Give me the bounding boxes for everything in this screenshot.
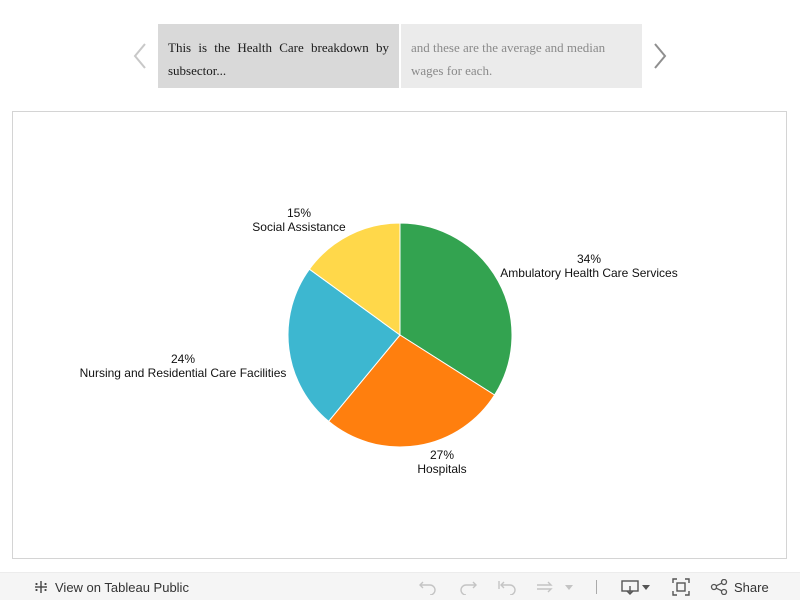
slice-category-label: Ambulatory Health Care Services bbox=[500, 266, 677, 280]
tableau-logo-icon bbox=[35, 581, 47, 593]
chevron-right-icon bbox=[654, 43, 667, 69]
download-icon bbox=[621, 580, 650, 595]
refresh-button[interactable] bbox=[535, 573, 555, 601]
story-point-current[interactable]: This is the Health Care breakdown by sub… bbox=[158, 24, 399, 88]
undo-button[interactable] bbox=[418, 573, 438, 601]
footer-toolbar: View on Tableau Public bbox=[0, 572, 800, 600]
redo-button[interactable] bbox=[458, 573, 478, 601]
slice-percent-label: 24% bbox=[171, 352, 195, 366]
view-on-tableau-public-link[interactable]: View on Tableau Public bbox=[33, 573, 189, 601]
refresh-menu-button[interactable] bbox=[564, 573, 574, 601]
pie-slice[interactable] bbox=[399, 222, 513, 396]
previous-story-point-button[interactable] bbox=[128, 38, 152, 74]
slice-category-label: Nursing and Residential Care Facilities bbox=[80, 366, 287, 380]
dropdown-icon bbox=[565, 585, 573, 590]
share-button[interactable]: Share bbox=[710, 573, 769, 601]
pie-slice[interactable] bbox=[327, 334, 496, 448]
slice-percent-label: 27% bbox=[430, 448, 454, 462]
story-point-caption: This is the Health Care breakdown by sub… bbox=[168, 40, 389, 78]
revert-button[interactable] bbox=[497, 573, 517, 601]
chart-panel: 34% Ambulatory Health Care Services 27% Hos… bbox=[12, 111, 787, 559]
pie-slice[interactable] bbox=[308, 222, 401, 336]
slice-percent-label: 34% bbox=[577, 252, 601, 266]
share-icon bbox=[710, 579, 728, 595]
slice-percent-label: 15% bbox=[287, 206, 311, 220]
share-label: Share bbox=[734, 579, 769, 595]
pie-slice[interactable] bbox=[287, 268, 401, 423]
pie-chart[interactable]: 34%Ambulatory Health Care Services 27%Hos… bbox=[13, 112, 786, 558]
story-point-next[interactable]: and these are the average and median wag… bbox=[401, 24, 642, 88]
view-on-tableau-label: View on Tableau Public bbox=[55, 579, 189, 595]
undo-icon bbox=[419, 581, 436, 595]
fullscreen-icon bbox=[672, 578, 690, 596]
slice-category-label: Social Assistance bbox=[252, 220, 346, 234]
fullscreen-button[interactable] bbox=[672, 573, 690, 601]
redo-icon bbox=[460, 581, 477, 595]
pause-refresh-icon bbox=[537, 581, 553, 593]
story-point-caption: and these are the average and median wag… bbox=[411, 40, 606, 78]
chevron-left-icon bbox=[133, 43, 146, 69]
slice-category-label: Hospitals bbox=[417, 462, 466, 476]
download-button[interactable] bbox=[620, 573, 652, 601]
revert-icon bbox=[498, 581, 516, 595]
next-story-point-button[interactable] bbox=[648, 38, 672, 74]
toolbar-divider bbox=[596, 580, 597, 594]
